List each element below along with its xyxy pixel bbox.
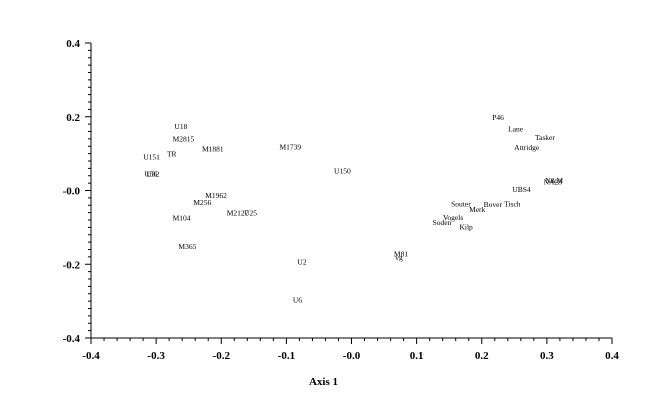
x-tick-label: 0.4 <box>605 350 619 362</box>
point-label: Soden <box>433 218 452 227</box>
y-tick-label: -0.4 <box>63 333 81 345</box>
x-tick-label: -0.2 <box>213 350 231 362</box>
point-label: P46 <box>492 113 504 122</box>
y-tick-label: 0.2 <box>66 112 80 124</box>
point-label: U2 <box>297 258 306 267</box>
point-label: M1962 <box>205 191 227 200</box>
x-tick-label: 0.3 <box>540 350 554 362</box>
point-label: U150 <box>334 167 351 176</box>
point-label: Tasker <box>535 133 555 142</box>
point-label: U6 <box>293 296 302 305</box>
point-label: TR <box>167 150 177 159</box>
point-label: M2815 <box>173 135 195 144</box>
x-tick-label: -0.3 <box>147 350 165 362</box>
point-label: Merk <box>469 205 485 214</box>
point-label: Souter <box>451 199 471 208</box>
x-axis-label: Axis 1 <box>309 376 338 388</box>
x-tick-label: 0.2 <box>475 350 489 362</box>
point-label: Lane <box>508 125 524 134</box>
point-label: NA28 <box>544 177 563 186</box>
point-label: U151 <box>143 153 160 162</box>
axes: -0.4 -0.3 -0.2 -0.1 -0.0 0.1 0.2 0.3 0.4 0.4 0.2 -0… <box>63 38 620 362</box>
x-tick-label: -0.4 <box>82 350 100 362</box>
y-tick-label: 0.4 <box>66 38 80 50</box>
point-label: M1881 <box>202 144 224 153</box>
point-label: vg <box>395 253 403 262</box>
point-label: M2127 <box>227 209 249 218</box>
point-label: M1739 <box>279 143 301 152</box>
point-label: M256 <box>193 198 211 207</box>
point-label: Bover <box>484 200 503 209</box>
point-label: U56 <box>144 170 157 179</box>
x-tick-label: -0.0 <box>343 350 361 362</box>
point-label: M81 <box>394 250 408 259</box>
point-label: U18 <box>174 122 187 131</box>
point-label: M104 <box>173 213 191 222</box>
x-tick-label: 0.1 <box>410 350 424 362</box>
point-label: U82 <box>146 170 159 179</box>
point-label: UBS4 <box>512 185 531 194</box>
point-label: Kilp <box>459 223 473 232</box>
point-label: Tisch <box>504 199 521 208</box>
point-label: U25 <box>244 209 257 218</box>
point-label: N&M <box>545 176 563 185</box>
point-label: M365 <box>178 242 196 251</box>
x-tick-label: -0.1 <box>278 350 295 362</box>
point-label: Attridge <box>514 143 540 152</box>
y-tick-label: -0.2 <box>63 259 81 271</box>
y-tick-label: -0.0 <box>63 186 81 198</box>
point-label: Vogels <box>443 213 463 222</box>
